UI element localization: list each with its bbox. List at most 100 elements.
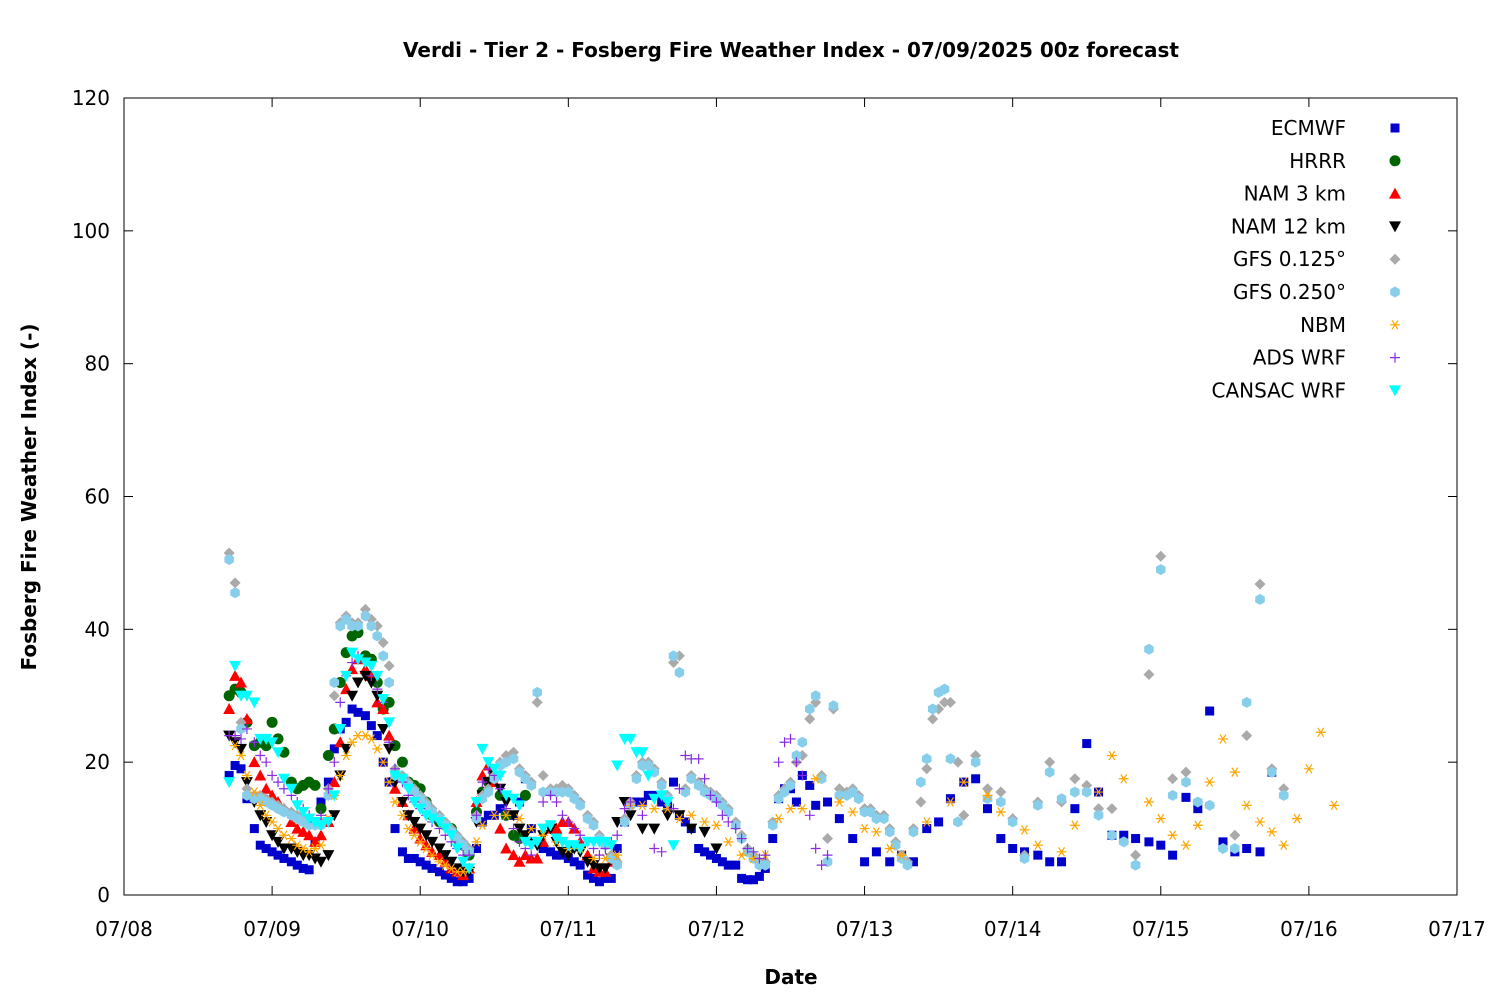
- data-point: [599, 836, 612, 848]
- data-point: [706, 850, 716, 860]
- data-point: [396, 773, 409, 785]
- data-point: [915, 796, 927, 808]
- data-point: [1033, 850, 1043, 860]
- data-point: [1241, 800, 1252, 811]
- data-point: [631, 773, 642, 785]
- data-point: [335, 770, 346, 781]
- data-point: [773, 793, 784, 805]
- data-point: [810, 773, 821, 784]
- data-point: [945, 753, 956, 765]
- data-point: [1155, 813, 1166, 824]
- data-point: [359, 670, 372, 682]
- data-point: [1044, 766, 1055, 778]
- data-point: [847, 807, 858, 817]
- data-point: [415, 857, 425, 867]
- y-tick-label: 120: [72, 86, 110, 110]
- data-point: [649, 843, 660, 854]
- data-point: [822, 850, 833, 861]
- data-point: [885, 857, 895, 867]
- legend-marker: [1390, 352, 1400, 363]
- data-point: [409, 853, 419, 863]
- data-point: [383, 717, 396, 729]
- data-point: [500, 790, 513, 802]
- data-point: [1156, 840, 1166, 850]
- data-point: [341, 717, 351, 727]
- data-point: [255, 750, 266, 761]
- data-point: [335, 697, 346, 708]
- data-point: [255, 840, 265, 850]
- data-point: [501, 810, 512, 821]
- data-point: [1167, 789, 1178, 801]
- data-point: [532, 686, 542, 698]
- data-point: [291, 800, 304, 812]
- data-point: [1056, 793, 1067, 805]
- data-point: [589, 873, 599, 883]
- data-point: [791, 757, 802, 768]
- data-point: [366, 721, 376, 731]
- data-point: [278, 830, 289, 841]
- data-point: [995, 807, 1006, 817]
- data-point: [760, 859, 771, 871]
- data-point: [828, 700, 839, 712]
- data-point: [773, 757, 784, 768]
- data-point: [699, 817, 710, 827]
- data-point: [612, 859, 622, 871]
- data-point: [519, 836, 532, 848]
- data-point: [445, 856, 458, 868]
- data-point: [260, 733, 273, 745]
- data-point: [768, 819, 778, 831]
- data-point: [494, 770, 507, 782]
- data-point: [471, 810, 482, 821]
- data-point: [674, 813, 685, 824]
- data-point: [902, 859, 913, 871]
- data-point: [860, 857, 870, 867]
- y-tick-label: 80: [85, 352, 110, 376]
- data-point: [779, 786, 790, 798]
- data-point: [329, 677, 340, 688]
- data-point: [1057, 857, 1067, 867]
- data-point: [340, 670, 353, 682]
- data-point: [426, 836, 439, 848]
- data-point: [255, 800, 266, 811]
- data-point: [1019, 825, 1030, 835]
- data-point: [372, 630, 382, 642]
- data-point: [693, 753, 704, 764]
- data-point: [711, 797, 722, 808]
- data-point: [421, 860, 431, 870]
- data-point: [1241, 696, 1252, 708]
- y-axis-label: Fosberg Fire Weather Index (-): [17, 323, 41, 670]
- legend: ECMWF HRRR NAM 3 km NAM 12 km GFS 0.125° GFS …: [1211, 116, 1401, 402]
- data-point: [568, 840, 581, 852]
- data-point: [736, 833, 747, 844]
- data-point: [624, 733, 637, 745]
- data-point: [427, 850, 438, 860]
- data-point: [508, 823, 519, 834]
- data-point: [908, 857, 918, 867]
- data-point: [298, 863, 308, 873]
- data-point: [359, 657, 372, 669]
- data-point: [371, 696, 384, 708]
- data-point: [625, 797, 636, 808]
- data-point: [797, 736, 808, 748]
- data-point: [439, 850, 452, 862]
- legend-marker: [1389, 187, 1401, 199]
- data-point: [477, 777, 488, 788]
- data-point: [606, 873, 616, 883]
- data-point: [1019, 853, 1030, 864]
- data-point: [286, 857, 296, 867]
- data-point: [1069, 773, 1081, 785]
- data-point: [279, 853, 289, 863]
- data-point: [433, 843, 446, 855]
- data-point: [513, 823, 526, 835]
- data-point: [260, 740, 272, 752]
- data-point: [372, 684, 383, 695]
- x-tick-label: 07/10: [391, 917, 449, 941]
- data-points: [223, 547, 1340, 887]
- data-point: [488, 763, 501, 775]
- data-point: [871, 813, 882, 825]
- data-point: [537, 769, 549, 781]
- data-point: [285, 843, 298, 855]
- legend-label: GFS 0.125°: [1233, 247, 1346, 271]
- data-point: [1229, 829, 1241, 841]
- data-point: [1204, 799, 1215, 811]
